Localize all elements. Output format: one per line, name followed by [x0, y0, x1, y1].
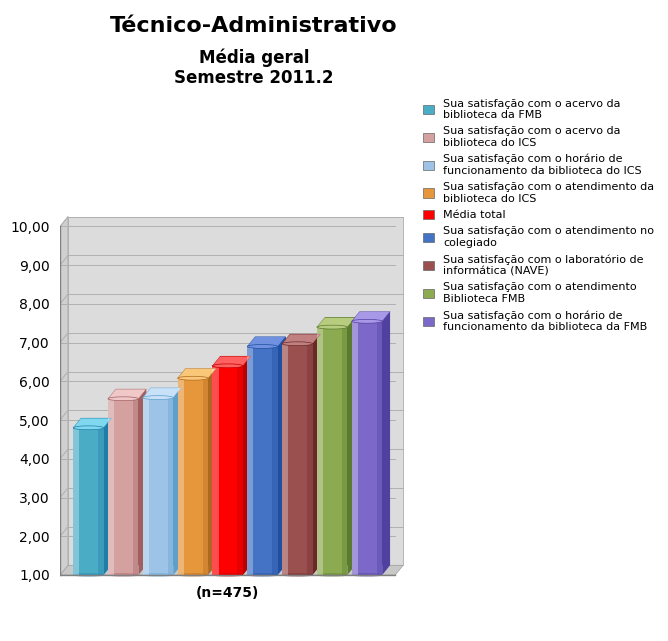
- Polygon shape: [60, 565, 403, 575]
- Polygon shape: [290, 334, 321, 565]
- Text: (n=475): (n=475): [196, 586, 259, 600]
- Ellipse shape: [212, 364, 243, 368]
- Polygon shape: [186, 369, 216, 565]
- Ellipse shape: [178, 376, 208, 380]
- Polygon shape: [173, 388, 181, 575]
- Polygon shape: [382, 312, 390, 575]
- Polygon shape: [282, 344, 313, 575]
- Ellipse shape: [73, 573, 104, 577]
- Polygon shape: [151, 388, 181, 565]
- Ellipse shape: [108, 397, 138, 401]
- Polygon shape: [237, 366, 243, 575]
- Polygon shape: [220, 356, 250, 565]
- Polygon shape: [247, 347, 253, 575]
- Polygon shape: [317, 327, 323, 575]
- Polygon shape: [307, 344, 313, 575]
- Ellipse shape: [108, 573, 138, 577]
- Polygon shape: [133, 399, 138, 575]
- Polygon shape: [325, 317, 355, 565]
- Polygon shape: [352, 321, 382, 575]
- Polygon shape: [178, 378, 184, 575]
- Polygon shape: [347, 317, 355, 575]
- Polygon shape: [116, 389, 146, 565]
- Polygon shape: [342, 327, 347, 575]
- Polygon shape: [377, 321, 382, 575]
- Ellipse shape: [73, 426, 104, 429]
- Ellipse shape: [247, 345, 278, 349]
- Polygon shape: [313, 334, 321, 575]
- Polygon shape: [282, 344, 288, 575]
- Polygon shape: [178, 369, 216, 378]
- Polygon shape: [243, 356, 250, 575]
- Text: Média geral: Média geral: [198, 48, 309, 67]
- Polygon shape: [143, 397, 149, 575]
- Polygon shape: [108, 399, 114, 575]
- Polygon shape: [138, 389, 146, 575]
- Legend: Sua satisfação com o acervo da
biblioteca da FMB, Sua satisfação com o acervo da: Sua satisfação com o acervo da bibliotec…: [423, 99, 654, 332]
- Polygon shape: [143, 388, 181, 397]
- Polygon shape: [168, 397, 173, 575]
- Polygon shape: [60, 217, 68, 575]
- Text: Técnico-Administrativo: Técnico-Administrativo: [110, 16, 397, 36]
- Polygon shape: [317, 317, 355, 327]
- Ellipse shape: [212, 573, 243, 577]
- Polygon shape: [68, 217, 403, 565]
- Polygon shape: [98, 428, 104, 575]
- Ellipse shape: [317, 573, 347, 577]
- Polygon shape: [255, 337, 286, 565]
- Polygon shape: [73, 428, 79, 575]
- Polygon shape: [278, 337, 286, 575]
- Polygon shape: [108, 389, 146, 399]
- Polygon shape: [212, 366, 218, 575]
- Ellipse shape: [282, 342, 313, 345]
- Polygon shape: [282, 334, 321, 344]
- Polygon shape: [108, 399, 138, 575]
- Ellipse shape: [352, 319, 382, 323]
- Polygon shape: [247, 347, 278, 575]
- Polygon shape: [81, 418, 112, 565]
- Ellipse shape: [178, 573, 208, 577]
- Polygon shape: [73, 418, 112, 428]
- Polygon shape: [202, 378, 208, 575]
- Ellipse shape: [352, 573, 382, 577]
- Polygon shape: [247, 337, 286, 347]
- Ellipse shape: [282, 573, 313, 577]
- Polygon shape: [352, 321, 358, 575]
- Text: Semestre 2011.2: Semestre 2011.2: [174, 69, 333, 87]
- Polygon shape: [352, 312, 390, 321]
- Ellipse shape: [143, 395, 173, 399]
- Polygon shape: [317, 327, 347, 575]
- Ellipse shape: [247, 573, 278, 577]
- Polygon shape: [178, 378, 208, 575]
- Polygon shape: [143, 397, 173, 575]
- Polygon shape: [73, 428, 104, 575]
- Polygon shape: [104, 418, 112, 575]
- Polygon shape: [208, 369, 216, 575]
- Ellipse shape: [317, 325, 347, 329]
- Polygon shape: [359, 312, 390, 565]
- Polygon shape: [212, 366, 243, 575]
- Polygon shape: [212, 356, 250, 366]
- Ellipse shape: [143, 573, 173, 577]
- Polygon shape: [273, 347, 278, 575]
